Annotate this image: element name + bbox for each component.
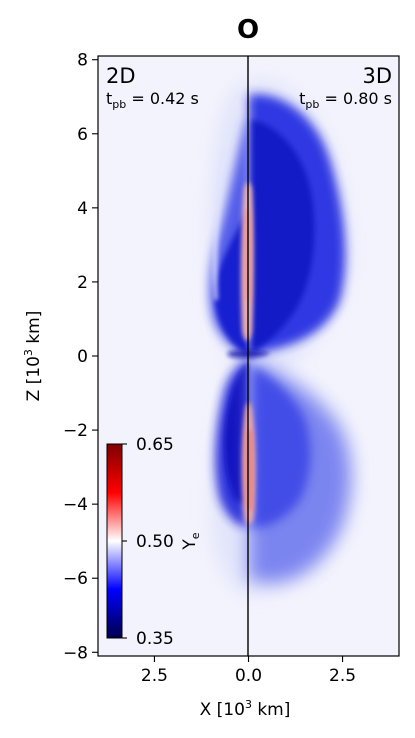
left-panel-label: 2D: [106, 64, 136, 88]
y-tick-label: 0: [77, 347, 88, 367]
y-axis: −8 −6 −4 −2 0 2 4 6 8: [63, 51, 98, 663]
right-panel-time: tpb = 0.80 s: [299, 89, 392, 111]
colorbar-tick-label: 0.35: [136, 629, 174, 649]
y-tick-label: −4: [63, 495, 88, 515]
right-lower-core: [252, 365, 311, 528]
colorbar: 0.35 0.50 0.65 Ye: [106, 435, 202, 649]
y-axis-label: Z [103 km]: [22, 311, 44, 402]
left-panel-time: tpb = 0.42 s: [106, 89, 199, 111]
y-tick-label: 4: [77, 199, 88, 219]
ye-field: [209, 79, 354, 595]
right-upper-core: [252, 120, 315, 352]
x-axis: 2.5 0.0 2.5: [141, 656, 356, 686]
colorbar-tick-label: 0.50: [136, 532, 174, 552]
y-tick-label: 6: [77, 125, 88, 145]
colorbar-tick-label: 0.65: [136, 435, 174, 455]
y-tick-label: −2: [63, 421, 88, 441]
y-tick-label: 8: [77, 51, 88, 71]
right-panel-label: 3D: [362, 64, 392, 88]
x-tick-label: 0.0: [235, 666, 262, 686]
x-tick-label: 2.5: [329, 666, 356, 686]
chart-title: O: [237, 15, 259, 45]
left-upper-core: [214, 210, 248, 354]
colorbar-label: Ye: [180, 532, 202, 550]
colorbar-gradient: [106, 443, 123, 639]
x-tick-label: 2.5: [141, 666, 168, 686]
colorbar-ticks: 0.35 0.50 0.65: [122, 435, 174, 649]
x-axis-label: X [103 km]: [200, 698, 291, 720]
y-tick-label: 2: [77, 273, 88, 293]
equatorial-band: [228, 349, 270, 359]
plot-area: 2D 3D tpb = 0.42 s tpb = 0.80 s: [97, 55, 400, 657]
left-streak: [212, 150, 226, 300]
y-tick-label: −6: [63, 569, 88, 589]
y-tick-label: −8: [63, 643, 88, 663]
